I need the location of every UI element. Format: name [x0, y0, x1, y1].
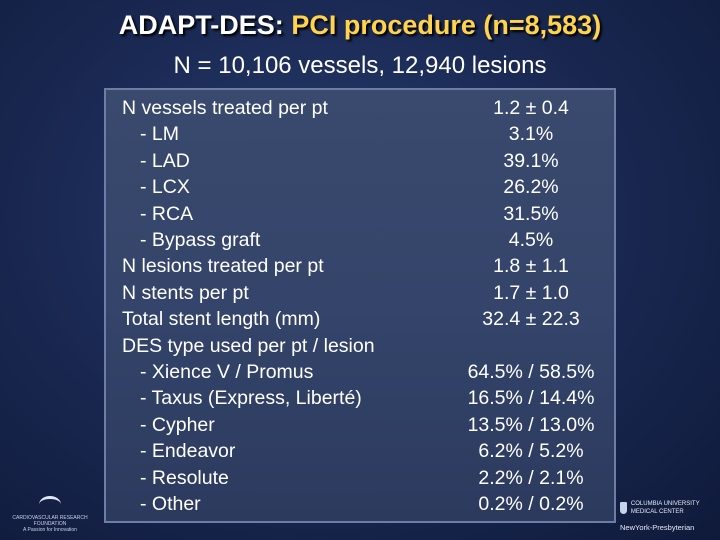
table-row: - LM 3.1% — [106, 121, 616, 147]
row-label: N stents per pt — [122, 281, 249, 304]
table-row: - Taxus (Express, Liberté) 16.5% / 14.4% — [106, 385, 616, 411]
table-row: N vessels treated per pt 1.2 ± 0.4 — [106, 95, 616, 121]
crf-logo-tagline: A Passion for Innovation — [23, 527, 77, 533]
row-value: 64.5% / 58.5% — [467, 361, 595, 383]
row-value: 1.2 ± 0.4 — [493, 97, 569, 119]
table-row: - Endeavor 6.2% / 5.2% — [106, 438, 616, 464]
crf-logo-text: CARDIOVASCULAR RESEARCH FOUNDATION — [12, 515, 88, 527]
row-label: - Cypher — [140, 413, 215, 436]
columbia-shield-icon — [620, 502, 627, 514]
title-study-name: ADAPT-DES: — [118, 10, 284, 40]
row-label: - Endeavor — [140, 440, 236, 463]
table-row: - RCA 31.5% — [106, 201, 616, 227]
row-label: Total stent length (mm) — [122, 308, 321, 331]
table-row: - Xience V / Promus 64.5% / 58.5% — [106, 359, 616, 385]
row-label: - LAD — [140, 149, 190, 172]
row-value: 16.5% / 14.4% — [467, 387, 595, 410]
row-label: - Taxus (Express, Liberté) — [140, 387, 362, 410]
data-table-panel: N vessels treated per pt 1.2 ± 0.4 - LM 3.1… — [104, 88, 616, 523]
row-value: 26.2% — [503, 176, 559, 199]
row-label: - Other — [140, 493, 201, 515]
crf-logo: CARDIOVASCULAR RESEARCH FOUNDATION A Pas… — [10, 496, 90, 534]
crf-logo-icon — [39, 496, 61, 513]
table-row: N lesions treated per pt 1.8 ± 1.1 — [106, 253, 616, 279]
row-label: N vessels treated per pt — [122, 97, 328, 119]
table-row: - Bypass graft 4.5% — [106, 227, 616, 253]
row-label: - Bypass graft — [140, 229, 261, 251]
row-value: 3.1% — [508, 123, 554, 146]
table-row: - Cypher 13.5% / 13.0% — [106, 412, 616, 438]
nyp-logo-text: NewYork-Presbyterian — [620, 523, 695, 532]
row-label: - LCX — [140, 176, 190, 199]
table-row: - Resolute 2.2% / 2.1% — [106, 465, 616, 491]
row-value: 4.5% — [508, 229, 554, 251]
row-label: - Resolute — [140, 466, 229, 489]
row-value: 32.4 ± 22.3 — [482, 308, 580, 331]
row-label: - RCA — [140, 202, 194, 225]
columbia-logo-text: COLUMBIA UNIVERSITY MEDICAL CENTER — [630, 501, 700, 515]
table-row: DES type used per pt / lesion — [106, 333, 616, 359]
title-procedure: PCI procedure (n=8,583) — [291, 10, 602, 40]
table-row: Total stent length (mm) 32.4 ± 22.3 — [106, 306, 616, 332]
row-label: N lesions treated per pt — [122, 255, 324, 278]
row-label: - Xience V / Promus — [140, 361, 314, 383]
columbia-nyp-logo: COLUMBIA UNIVERSITY MEDICAL CENTER NewYo… — [620, 500, 716, 536]
row-value: 39.1% — [503, 149, 559, 172]
table-row: - LCX 26.2% — [106, 174, 616, 200]
row-label: - LM — [140, 123, 179, 146]
row-value: 2.2% / 2.1% — [478, 466, 584, 489]
row-label: DES type used per pt / lesion — [122, 334, 375, 357]
row-value: 6.2% / 5.2% — [478, 440, 584, 463]
table-row: N stents per pt 1.7 ± 1.0 — [106, 280, 616, 306]
slide-subtitle: N = 10,106 vessels, 12,940 lesions — [173, 52, 547, 79]
row-value: 1.8 ± 1.1 — [493, 255, 569, 278]
row-value: 1.7 ± 1.0 — [493, 281, 569, 304]
row-value: 0.2% / 0.2% — [478, 493, 584, 515]
row-value: 31.5% — [503, 202, 559, 225]
table-row: - Other 0.2% / 0.2% — [106, 491, 616, 517]
slide-title: ADAPT-DES: PCI procedure (n=8,583) — [0, 10, 720, 41]
row-value: 13.5% / 13.0% — [467, 413, 595, 436]
table-row: - LAD 39.1% — [106, 148, 616, 174]
